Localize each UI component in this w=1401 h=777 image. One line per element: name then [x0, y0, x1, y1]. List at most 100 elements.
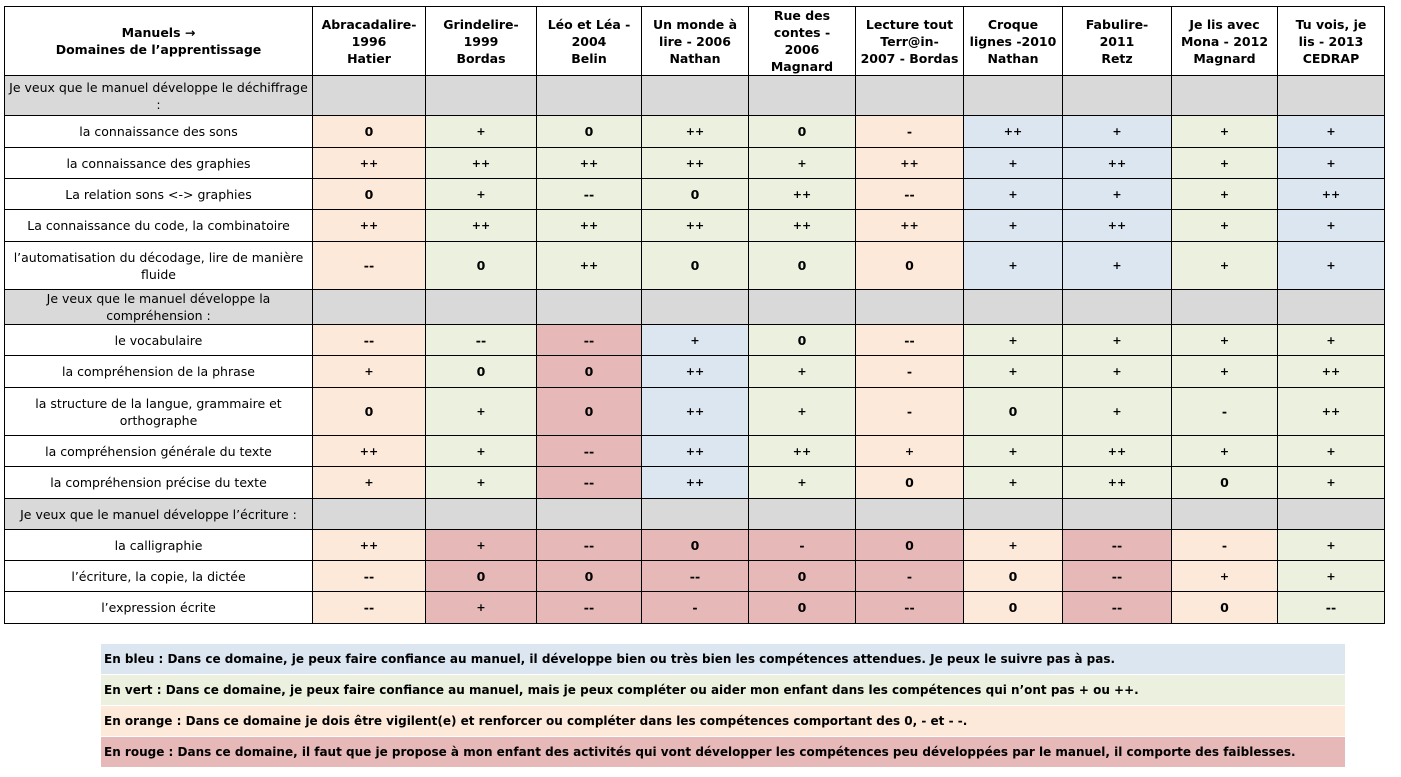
rating-cell: + — [425, 529, 537, 561]
rating-cell: ++ — [641, 115, 749, 148]
header-text: Léo et Léa - — [547, 16, 631, 32]
header-text: 2006 — [784, 42, 820, 57]
header-text: contes - — [773, 25, 831, 40]
rating-cell: 0 — [1171, 591, 1278, 624]
rating-cell: -- — [1277, 591, 1385, 624]
rating-cell: ++ — [1277, 355, 1385, 388]
rating-cell: -- — [855, 324, 964, 356]
rating-cell: -- — [536, 466, 642, 499]
rating-cell: -- — [536, 178, 642, 210]
row-label: la connaissance des graphies — [4, 147, 313, 179]
rating-cell: ++ — [641, 466, 749, 499]
rating-cell: -- — [641, 560, 749, 592]
section-header-row: Je veux que le manuel développe l’écritu… — [4, 498, 1385, 530]
table-row: la connaissance des graphies ++ ++ ++ ++ + ++ +… — [4, 147, 1385, 179]
section-title: Je veux que le manuel développe le déchi… — [4, 75, 313, 116]
section-filler-cell — [312, 498, 426, 530]
section-filler-cell — [963, 498, 1063, 530]
rating-cell: + — [963, 178, 1063, 210]
header-text: Nathan — [987, 50, 1039, 66]
rating-cell: + — [425, 466, 537, 499]
rating-cell: + — [1171, 435, 1278, 467]
rating-cell: + — [963, 241, 1063, 290]
rating-cell: + — [1062, 241, 1172, 290]
rating-cell: + — [963, 466, 1063, 499]
section-filler-cell — [1277, 289, 1385, 325]
rating-cell: + — [963, 324, 1063, 356]
rating-cell: + — [312, 466, 426, 499]
header-text: 1996 — [351, 33, 387, 49]
rating-cell: + — [748, 387, 856, 436]
rating-cell: 0 — [963, 591, 1063, 624]
rating-cell: 0 — [536, 355, 642, 388]
header-manual: Un monde à lire - 2006 Nathan — [641, 6, 749, 76]
rating-cell: + — [1277, 209, 1385, 242]
rating-cell: ++ — [855, 209, 964, 242]
rating-cell: ++ — [536, 147, 642, 179]
rating-cell: ++ — [641, 209, 749, 242]
header-text: 2004 — [571, 33, 607, 49]
header-corner-line: Domaines de l’apprentissage — [55, 42, 262, 57]
rating-cell: ++ — [536, 209, 642, 242]
rating-cell: ++ — [1277, 178, 1385, 210]
header-text: 1999 — [463, 33, 499, 49]
table-row: la compréhension précise du texte + + -- ++ +… — [4, 466, 1385, 499]
header-text: CEDRAP — [1302, 50, 1360, 66]
header-text: lis - 2013 — [1298, 33, 1364, 49]
header-text: Retz — [1101, 50, 1133, 66]
rating-cell: - — [748, 529, 856, 561]
rating-cell: 0 — [855, 466, 964, 499]
header-text: Rue des — [773, 8, 831, 23]
rating-cell: + — [1277, 529, 1385, 561]
rating-cell: + — [1062, 355, 1172, 388]
header-text: Un monde à — [652, 16, 738, 32]
legend-item-green: En vert : Dans ce domaine, je peux faire… — [101, 675, 1345, 705]
section-filler-cell — [855, 498, 964, 530]
rating-cell: -- — [536, 324, 642, 356]
rating-cell: - — [1171, 529, 1278, 561]
rating-cell: ++ — [1062, 466, 1172, 499]
rating-cell: + — [1062, 324, 1172, 356]
table-row: l’écriture, la copie, la dictée -- 0 0 -- 0-0… — [4, 560, 1385, 592]
rating-cell: ++ — [748, 209, 856, 242]
header-text: Tu vois, je — [1295, 16, 1367, 32]
rating-cell: 0 — [641, 529, 749, 561]
row-label: la compréhension de la phrase — [4, 355, 313, 388]
rating-cell: -- — [312, 591, 426, 624]
header-text: Abracadalire- — [321, 16, 417, 32]
header-text: Grindelire- — [443, 16, 519, 32]
header-manual: Abracadalire- 1996 Hatier — [312, 6, 426, 76]
header-text: Fabulire- — [1085, 16, 1149, 32]
header-row: Manuels → Domaines de l’apprentissage Ab… — [4, 6, 1385, 76]
legend-item-red: En rouge : Dans ce domaine, il faut que … — [101, 737, 1345, 767]
rating-cell: ++ — [312, 147, 426, 179]
row-label: la connaissance des sons — [4, 115, 313, 148]
rating-cell: + — [1277, 560, 1385, 592]
section-title: Je veux que le manuel développe la compr… — [4, 289, 313, 325]
header-text: Belin — [571, 50, 607, 66]
row-label: la structure de la langue, grammaire et … — [4, 387, 313, 436]
rating-cell: + — [1171, 178, 1278, 210]
rating-cell: + — [1171, 115, 1278, 148]
header-text: Lecture tout — [865, 16, 954, 32]
row-label: la compréhension précise du texte — [4, 466, 313, 499]
header-manual: Rue des contes - 2006 Magnard — [748, 6, 856, 76]
rating-cell: - — [1171, 387, 1278, 436]
section-filler-cell — [425, 498, 537, 530]
section-filler-cell — [963, 289, 1063, 325]
table-row: l’automatisation du décodage, lire de ma… — [4, 241, 1385, 290]
rating-cell: - — [855, 560, 964, 592]
rating-cell: -- — [536, 529, 642, 561]
rating-cell: + — [1171, 355, 1278, 388]
header-manual: Je lis avec Mona - 2012 Magnard — [1171, 6, 1278, 76]
rating-cell: ++ — [312, 529, 426, 561]
header-text: Hatier — [347, 50, 391, 66]
rating-cell: + — [963, 147, 1063, 179]
rating-cell: + — [425, 591, 537, 624]
rating-cell: 0 — [425, 241, 537, 290]
table-body: Je veux que le manuel développe le déchi… — [4, 75, 1385, 624]
header-corner-line: Manuels → — [121, 25, 196, 40]
rating-cell: ++ — [1062, 435, 1172, 467]
section-title: Je veux que le manuel développe l’écritu… — [4, 498, 313, 530]
rating-cell: - — [855, 115, 964, 148]
